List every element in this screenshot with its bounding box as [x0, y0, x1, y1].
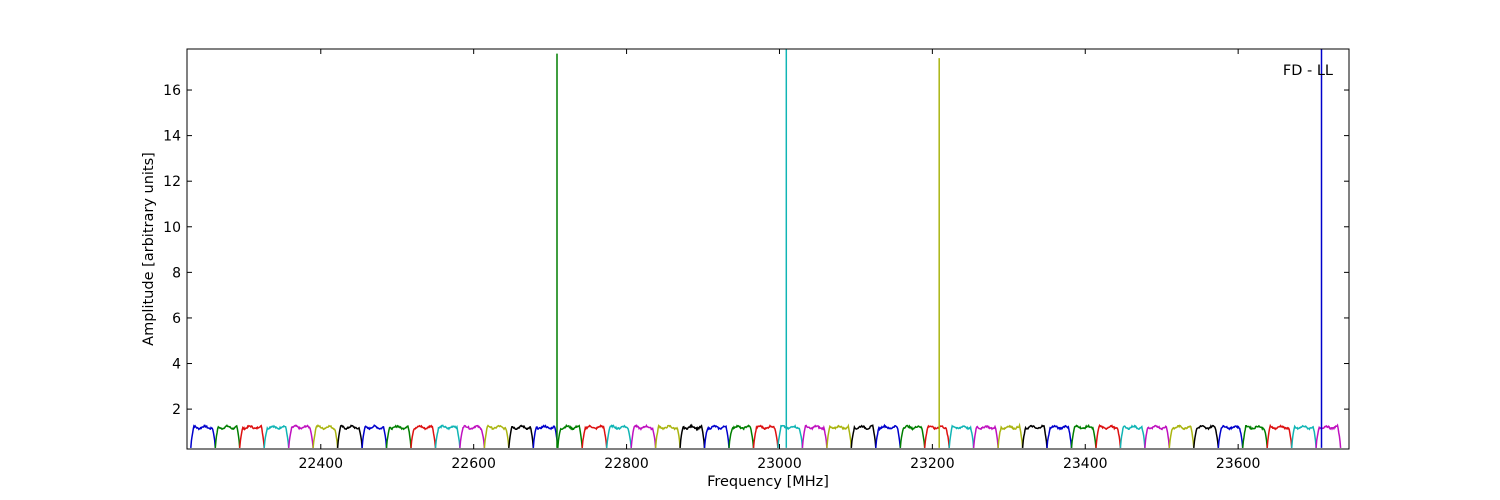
- channel-series-31: [923, 424, 950, 448]
- channel-series-17: [581, 424, 608, 448]
- channel-series-33: [972, 424, 999, 448]
- channel-series-40: [1144, 424, 1171, 448]
- x-tick-label: 22400: [299, 456, 344, 472]
- plot-frame: [186, 48, 1350, 450]
- y-tick-label: 8: [172, 265, 181, 281]
- channel-series-27: [826, 423, 853, 448]
- x-tick-label: 23200: [910, 456, 955, 472]
- channel-series-26: [801, 424, 828, 448]
- channel-series-46: [1290, 424, 1317, 448]
- channel-series-28: [850, 424, 877, 448]
- channel-series-37: [1070, 424, 1097, 448]
- y-tick-label: 14: [163, 129, 181, 145]
- spike-layer: [556, 49, 1323, 448]
- x-tick-label: 23400: [1063, 456, 1108, 472]
- x-tick-label: 23600: [1216, 456, 1261, 472]
- channel-series-11: [434, 424, 461, 448]
- channel-series-7: [336, 424, 363, 448]
- x-axis-label: Frequency [MHz]: [707, 474, 829, 490]
- channel-series-8: [361, 424, 388, 448]
- y-tick-label: 10: [163, 220, 181, 236]
- channel-series-24: [752, 424, 779, 448]
- channel-series-36: [1046, 424, 1073, 448]
- y-tick-label: 6: [172, 311, 181, 327]
- channel-series-18: [605, 424, 632, 448]
- y-tick-label: 2: [172, 402, 181, 418]
- x-tick-label: 22800: [604, 456, 649, 472]
- channel-series-32: [948, 424, 975, 448]
- channel-series-43: [1217, 424, 1244, 448]
- channel-series-12: [459, 424, 486, 448]
- channel-series-22: [703, 424, 730, 448]
- channel-series-25: [777, 424, 804, 448]
- channel-series-29: [875, 423, 902, 448]
- series-layer: [190, 422, 1342, 448]
- channel-series-39: [1119, 424, 1146, 448]
- channel-series-30: [899, 424, 926, 448]
- channel-series-6: [312, 424, 339, 448]
- channel-series-23: [728, 424, 755, 448]
- channel-series-21: [679, 423, 706, 448]
- channel-series-5: [287, 424, 314, 448]
- channel-series-41: [1168, 424, 1195, 448]
- channel-series-3: [238, 424, 265, 448]
- x-tick-label: 22600: [451, 456, 496, 472]
- channel-series-1: [190, 424, 217, 448]
- y-axis: 2 4 6 8 10 12 14 16: [163, 83, 1349, 418]
- y-tick-label: 16: [163, 83, 181, 99]
- channel-series-16: [557, 423, 583, 448]
- channel-series-15: [532, 424, 559, 448]
- channel-series-35: [1021, 424, 1048, 448]
- channel-series-38: [1095, 423, 1122, 448]
- channel-series-42: [1193, 424, 1220, 448]
- y-tick-label: 12: [163, 174, 181, 190]
- channel-series-9: [385, 424, 412, 448]
- channel-series-45: [1266, 423, 1293, 448]
- channel-series-4: [263, 424, 290, 448]
- channel-series-44: [1241, 424, 1268, 448]
- channel-series-14: [508, 424, 535, 448]
- polarization-annotation: FD - LL: [1283, 63, 1333, 79]
- x-axis: 22400 22600 22800 23000 23200 23400 23600: [299, 49, 1261, 472]
- channel-series-34: [997, 422, 1024, 448]
- y-tick-label: 4: [172, 357, 181, 373]
- channel-series-13: [483, 424, 510, 448]
- channel-series-2: [214, 424, 241, 448]
- y-axis-label: Amplitude [arbitrary units]: [141, 152, 157, 346]
- channel-series-10: [410, 424, 437, 448]
- channel-series-19: [630, 423, 657, 448]
- channel-series-47: [1315, 423, 1342, 448]
- x-tick-label: 23000: [757, 456, 802, 472]
- channel-series-20: [654, 424, 681, 448]
